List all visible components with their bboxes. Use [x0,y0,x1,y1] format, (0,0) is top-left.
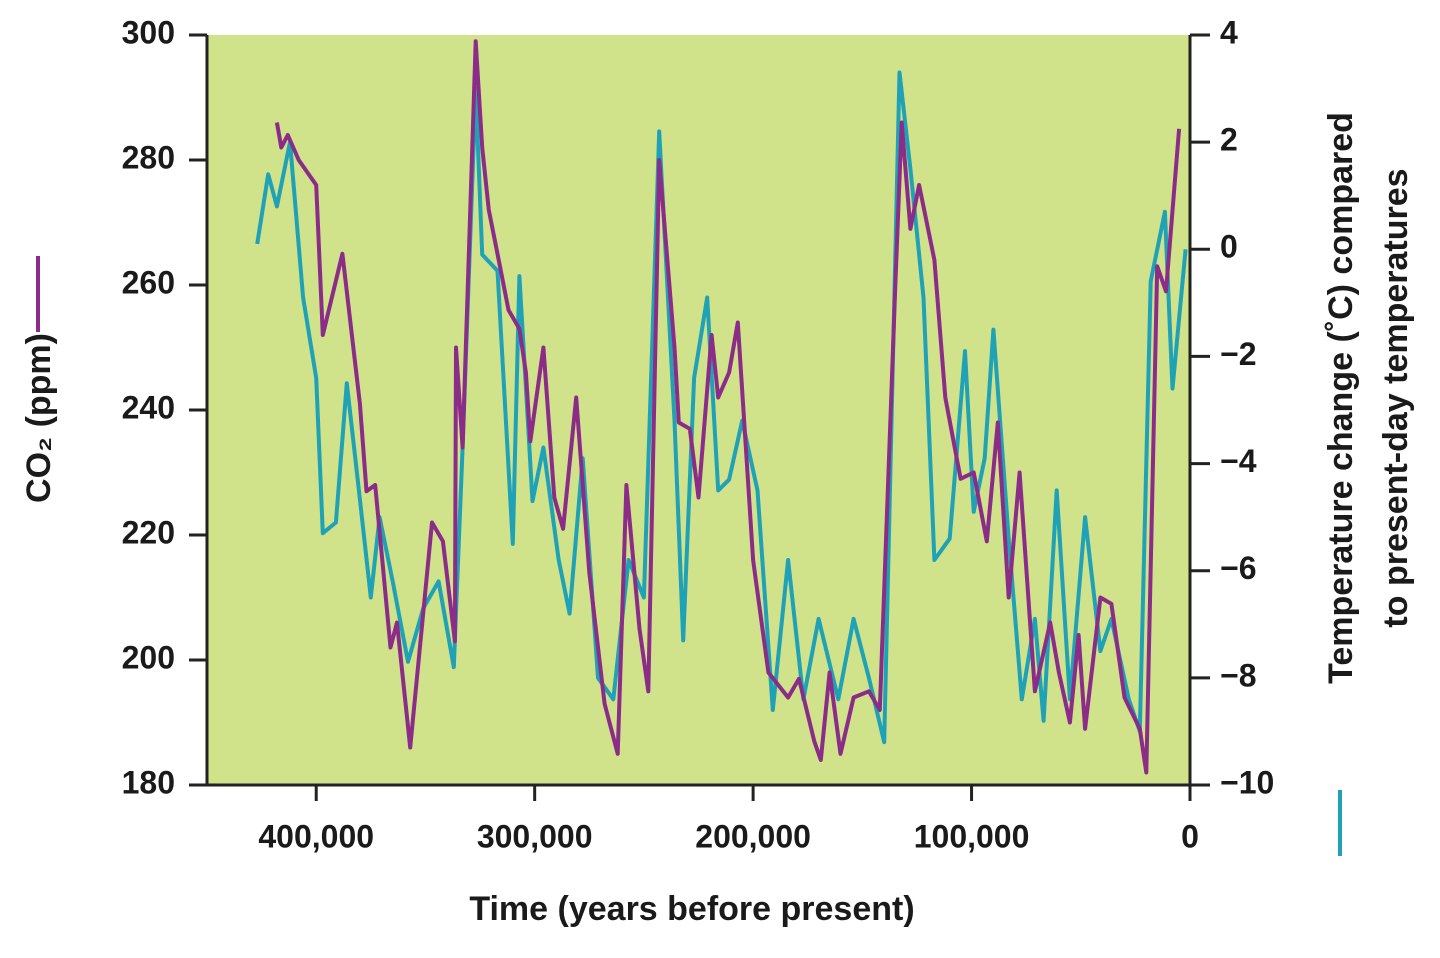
y-tick-label: 220 [122,514,175,550]
y2-tick-label: −10 [1220,764,1274,800]
x-tick-label: 100,000 [914,818,1030,854]
y-tick-label: 260 [122,264,175,300]
y2-tick-label: −2 [1220,336,1256,372]
y2-tick-label: 2 [1220,122,1238,158]
y-tick-label: 200 [122,639,175,675]
x-tick-label: 0 [1181,818,1199,854]
y-tick-label: 280 [122,139,175,175]
x-tick-label: 200,000 [695,818,811,854]
y2-axis-label: Temperature change (˚C) compared [1322,112,1360,684]
x-axis-label: Time (years before present) [469,890,914,928]
y2-tick-label: −4 [1220,443,1257,479]
data-line [274,39,1182,775]
y2-axis-label: to present-day temperatures [1377,168,1415,627]
y-axis-label: CO₂ (ppm) [20,333,58,503]
y2-tick-label: −6 [1220,550,1256,586]
data-line [255,70,1188,745]
x-tick-label: 400,000 [258,818,374,854]
y-tick-label: 180 [122,764,175,800]
y2-tick-label: 4 [1220,14,1238,50]
y-tick-label: 300 [122,14,175,50]
y-tick-label: 240 [122,389,175,425]
plot-area [207,35,1190,785]
y2-tick-label: −8 [1220,657,1256,693]
y2-tick-label: 0 [1220,229,1238,265]
x-tick-label: 300,000 [477,818,593,854]
